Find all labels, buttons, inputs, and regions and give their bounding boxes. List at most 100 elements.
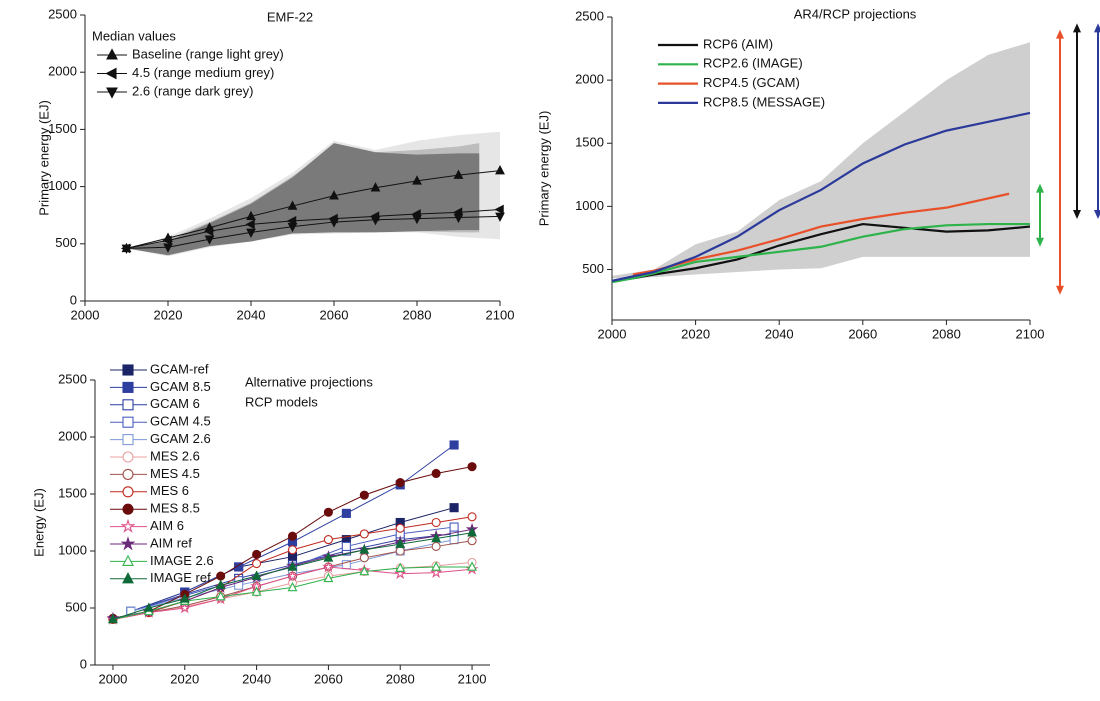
legend-marker [120, 518, 136, 533]
data-point [395, 538, 406, 548]
data-point [287, 200, 298, 210]
data-point [323, 507, 333, 517]
y-tick-label: 2500 [58, 371, 87, 386]
data-point [234, 580, 244, 590]
arrow-head [1094, 210, 1100, 219]
x-tick-label: 2040 [237, 307, 266, 322]
chart-title: EMF-22 [267, 9, 313, 24]
data-point [467, 462, 477, 472]
legend-label: RCP2.6 (IMAGE) [703, 56, 803, 71]
data-point [431, 532, 442, 543]
legend-marker [122, 572, 134, 584]
data-point [467, 527, 477, 537]
x-tick-label: 2040 [242, 671, 271, 686]
y-tick-label: 500 [65, 599, 87, 614]
x-tick-label: 2020 [681, 326, 710, 341]
series-line [126, 170, 501, 249]
data-point [323, 535, 333, 545]
data-point [370, 216, 381, 226]
data-point [322, 560, 335, 573]
y-tick-label: 2500 [575, 8, 604, 23]
legend-label: GCAM 4.5 [150, 414, 211, 429]
legend-label: GCAM 8.5 [150, 379, 211, 394]
data-point [467, 512, 477, 522]
y-tick-label: 2000 [575, 72, 604, 87]
data-point [431, 561, 442, 571]
legend-label: GCAM-ref [150, 361, 209, 376]
data-point [453, 169, 464, 179]
legend-label: RCP8.5 (MESSAGE) [703, 94, 825, 109]
data-point [341, 508, 351, 518]
annotation: Alternative projections [245, 374, 373, 389]
legend-marker [120, 536, 136, 551]
legend-label: RCP4.5 (GCAM) [703, 75, 800, 90]
y-tick-label: 500 [55, 235, 77, 250]
data-point [395, 523, 405, 533]
x-tick-label: 2040 [765, 326, 794, 341]
data-point [287, 561, 298, 571]
data-point [370, 182, 381, 192]
legend-marker [122, 503, 134, 515]
legend-marker [105, 67, 117, 80]
series-line [611, 111, 1031, 282]
y-tick-label: 1000 [58, 542, 87, 557]
x-tick-label: 2000 [598, 326, 627, 341]
data-point [121, 244, 132, 254]
x-tick-label: 2000 [98, 671, 127, 686]
data-point [215, 591, 226, 601]
data-point [329, 218, 339, 228]
series-line [126, 215, 501, 249]
legend-label: 4.5 (range medium grey) [132, 65, 274, 80]
data-point [467, 561, 477, 571]
x-tick-label: 2000 [71, 307, 100, 322]
y-tick-label: 0 [80, 656, 87, 671]
data-point [204, 235, 215, 245]
legend-marker [122, 486, 134, 498]
series-line [126, 208, 501, 249]
data-point [359, 544, 370, 554]
y-tick-label: 1500 [58, 485, 87, 500]
y-tick-label: 1000 [575, 198, 604, 213]
data-point [323, 572, 334, 583]
y-tick-label: 2500 [48, 6, 77, 21]
x-tick-label: 2020 [154, 307, 183, 322]
legend-marker [122, 381, 134, 393]
y-axis-label: Primary energy (EJ) [536, 111, 551, 227]
x-tick-label: 2060 [314, 671, 343, 686]
x-tick-label: 2080 [932, 326, 961, 341]
data-point [412, 175, 422, 185]
data-point [393, 567, 407, 580]
data-point [453, 213, 464, 224]
data-point [359, 529, 369, 539]
data-point [162, 235, 172, 246]
data-point [108, 613, 118, 624]
x-tick-label: 2060 [320, 307, 349, 322]
legend-label: Baseline (range light grey) [132, 46, 284, 61]
data-point [234, 562, 244, 572]
data-point [431, 541, 441, 551]
legend-title: Median values [92, 28, 176, 43]
data-point [323, 552, 334, 562]
annotation: RCP models [245, 394, 318, 409]
legend-marker [122, 468, 134, 480]
data-point [395, 478, 405, 488]
data-point [412, 214, 422, 225]
x-tick-label: 2080 [403, 307, 432, 322]
data-point [495, 165, 505, 175]
data-point [163, 243, 173, 253]
legend-label: GCAM 2.6 [150, 431, 211, 446]
legend-label: IMAGE ref [150, 570, 211, 585]
arrow-head [1073, 210, 1081, 219]
data-point [287, 531, 298, 541]
legend-label: IMAGE 2.6 [150, 553, 214, 568]
y-tick-label: 1500 [575, 135, 604, 150]
range-band [612, 42, 1030, 279]
x-tick-label: 2060 [848, 326, 877, 341]
data-point [449, 535, 459, 545]
data-point [495, 212, 505, 222]
legend-label: MES 6 [150, 483, 189, 498]
data-point [359, 565, 370, 576]
y-tick-label: 500 [582, 261, 604, 276]
y-tick-label: 2000 [48, 64, 77, 79]
data-point [467, 536, 477, 546]
